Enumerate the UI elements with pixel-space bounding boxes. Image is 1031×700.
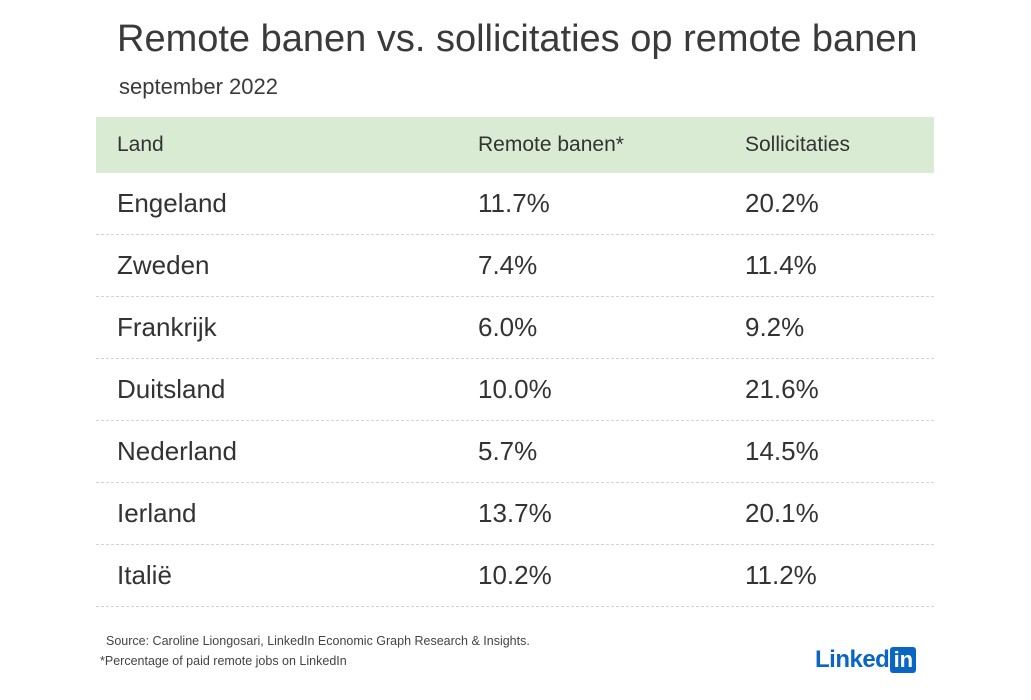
- data-table: Land Remote banen* Sollicitaties Engelan…: [96, 117, 934, 607]
- table-row: Duitsland 10.0% 21.6%: [96, 359, 934, 421]
- table-row: Engeland 11.7% 20.2%: [96, 173, 934, 235]
- table-row: Nederland 5.7% 14.5%: [96, 421, 934, 483]
- country-cell: Ierland: [117, 498, 197, 528]
- sollicitaties-cell: 11.4%: [745, 250, 817, 280]
- linkedin-logo-text: Linked: [815, 646, 890, 673]
- country-cell: Frankrijk: [117, 312, 217, 342]
- country-cell: Duitsland: [117, 374, 226, 404]
- sollicitaties-cell: 20.1%: [745, 498, 819, 528]
- country-cell: Engeland: [117, 188, 227, 218]
- table-row: Frankrijk 6.0% 9.2%: [96, 297, 934, 359]
- country-cell: Zweden: [117, 250, 210, 280]
- remote-banen-cell: 10.2%: [478, 560, 552, 590]
- remote-banen-cell: 5.7%: [478, 436, 538, 466]
- chart-title: Remote banen vs. sollicitaties op remote…: [117, 18, 918, 60]
- footnote: *Percentage of paid remote jobs on Linke…: [100, 654, 347, 668]
- remote-banen-cell: 10.0%: [478, 374, 552, 404]
- remote-banen-cell: 6.0%: [478, 312, 538, 342]
- sollicitaties-cell: 9.2%: [745, 312, 805, 342]
- sollicitaties-cell: 20.2%: [745, 188, 819, 218]
- chart-subtitle: september 2022: [119, 74, 278, 99]
- country-cell: Italië: [117, 560, 172, 590]
- table-body: Engeland 11.7% 20.2% Zweden 7.4% 11.4% Frankri…: [96, 173, 934, 607]
- table-row: Zweden 7.4% 11.4%: [96, 235, 934, 297]
- linkedin-logo: Linked in: [815, 645, 917, 675]
- linkedin-logo-box: in: [890, 647, 917, 673]
- column-header-sollicitaties: Sollicitaties: [745, 133, 851, 156]
- country-cell: Nederland: [117, 436, 237, 466]
- table-row: Italië 10.2% 11.2%: [96, 545, 934, 607]
- remote-banen-cell: 7.4%: [478, 250, 538, 280]
- table-row: Ierland 13.7% 20.1%: [96, 483, 934, 545]
- remote-banen-cell: 11.7%: [478, 188, 550, 218]
- source-note: Source: Caroline Liongosari, LinkedIn Ec…: [106, 634, 530, 648]
- table-header: Land Remote banen* Sollicitaties: [96, 117, 934, 173]
- remote-banen-cell: 13.7%: [478, 498, 552, 528]
- column-header-land: Land: [117, 133, 164, 156]
- column-header-remote-banen: Remote banen*: [478, 133, 624, 156]
- sollicitaties-cell: 21.6%: [745, 374, 819, 404]
- sollicitaties-cell: 11.2%: [745, 560, 817, 590]
- sollicitaties-cell: 14.5%: [745, 436, 819, 466]
